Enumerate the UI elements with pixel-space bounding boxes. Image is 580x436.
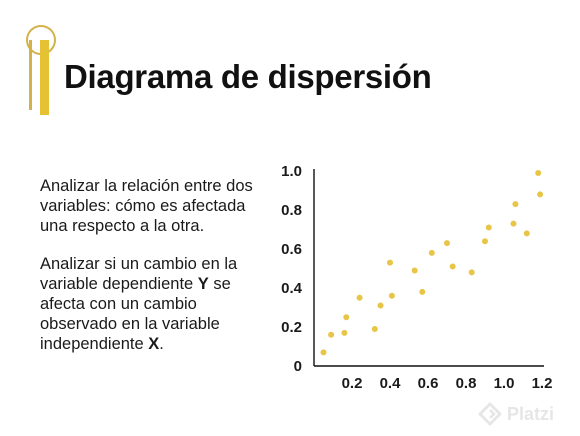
x-tick-label: 0.8	[456, 375, 477, 392]
scatter-point	[523, 230, 530, 237]
x-tick-labels: 0.2 0.4 0.6 0.8 1.0 1.2	[342, 375, 553, 392]
paragraph-relation: Analizar la relación entre dos variables…	[40, 177, 253, 235]
scatter-point	[328, 331, 335, 338]
variable-x: X	[148, 335, 160, 353]
scatter-point	[388, 292, 395, 299]
scatter-point	[356, 294, 363, 301]
scatter-point	[512, 201, 519, 208]
scatter-point	[449, 263, 456, 270]
variable-y: Y	[197, 275, 209, 293]
y-tick-labels: 0 0.2 0.4 0.6 0.8 1.0	[281, 163, 303, 375]
chart-axes	[313, 169, 544, 367]
scatter-point	[377, 302, 384, 309]
y-tick-label: 0.2	[281, 319, 302, 336]
scatter-point	[428, 249, 435, 256]
paragraph-part3: .	[159, 335, 164, 353]
paragraph-part1: Analizar si un cambio en la variable dep…	[40, 255, 238, 293]
description-text: Analizar la relación entre dos variables…	[40, 176, 270, 372]
x-tick-label: 0.6	[418, 375, 439, 392]
scatter-point	[535, 169, 542, 176]
x-tick-label: 0.4	[380, 375, 402, 392]
x-tick-label: 1.0	[494, 375, 515, 392]
scatter-point	[444, 240, 450, 247]
scatter-point	[343, 314, 350, 321]
scatter-point	[371, 325, 378, 332]
scatter-point	[411, 267, 418, 274]
scatter-point	[387, 259, 393, 266]
scatter-point	[341, 329, 348, 336]
scatter-point	[482, 238, 488, 245]
scatter-point	[468, 269, 475, 276]
scatter-chart: 0 0.2 0.4 0.6 0.8 1.0 0.2 0.4 0.6 0.8 1.0 1.2	[281, 163, 553, 392]
x-tick-label: 0.2	[342, 375, 363, 392]
x-tick-label: 1.2	[532, 375, 553, 392]
platzi-watermark: Platzi	[478, 402, 554, 426]
watermark-label: Platzi	[507, 403, 555, 424]
accent-bar-thick	[40, 40, 49, 115]
y-tick-label: 0.4	[281, 280, 303, 297]
paragraph-change: Analizar si un cambio en la variable dep…	[40, 254, 270, 354]
scatter-point	[320, 349, 327, 356]
slide-title: Diagrama de dispersión	[64, 58, 432, 95]
scatter-points	[320, 169, 544, 356]
y-tick-label: 0	[294, 358, 302, 375]
scatter-point	[537, 191, 544, 198]
scatter-point	[419, 288, 426, 295]
y-tick-label: 0.8	[281, 202, 302, 219]
scatter-point	[510, 220, 517, 227]
scatter-point	[485, 224, 492, 231]
y-tick-label: 1.0	[281, 163, 302, 180]
platzi-logo-icon	[478, 402, 502, 426]
y-tick-label: 0.6	[281, 241, 302, 258]
paragraph-part2: se afecta con un cambio observado en la …	[40, 275, 231, 353]
accent-bar-thin	[29, 40, 32, 110]
